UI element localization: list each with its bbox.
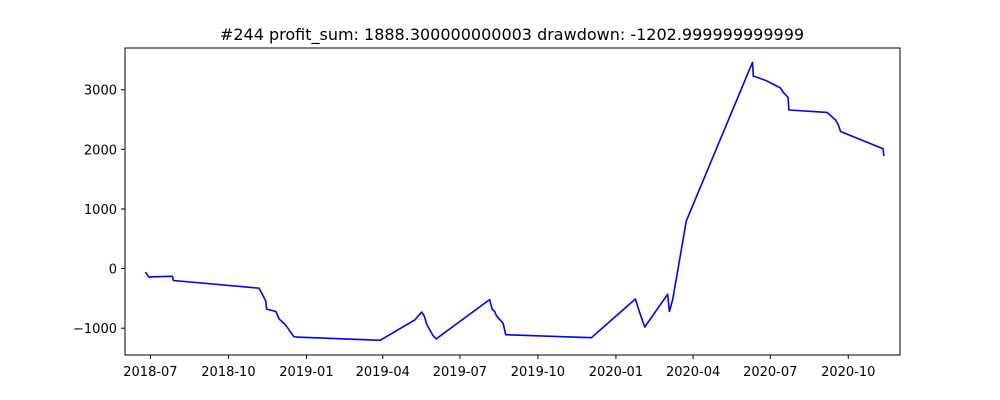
x-tick-label: 2019-04 <box>356 365 410 380</box>
y-tick-label: −1000 <box>73 322 117 337</box>
x-tick-label: 2020-01 <box>589 365 643 380</box>
chart-title: #244 profit_sum: 1888.300000000003 drawd… <box>220 25 804 45</box>
x-tick-label: 2018-10 <box>201 365 255 380</box>
x-tick-label: 2019-10 <box>511 365 565 380</box>
y-tick-label: 1000 <box>84 203 117 218</box>
y-tick-label: 3000 <box>84 84 117 99</box>
x-tick-label: 2020-10 <box>821 365 875 380</box>
x-tick-label: 2019-01 <box>279 365 333 380</box>
plot-series <box>144 61 885 342</box>
x-tick-label: 2019-07 <box>433 365 487 380</box>
x-tick-label: 2020-04 <box>666 365 720 380</box>
x-axis: 2018-07 2018-10 2019-01 2019-04 2019-07 2019-… <box>123 355 875 380</box>
y-tick-label: 0 <box>109 263 117 278</box>
y-axis: −1000 0 1000 2000 3000 <box>73 84 125 337</box>
y-tick-label: 2000 <box>84 143 117 158</box>
x-tick-label: 2020-07 <box>743 365 797 380</box>
x-tick-label: 2018-07 <box>123 365 177 380</box>
series-line <box>144 61 885 342</box>
plot-frame <box>124 47 901 356</box>
